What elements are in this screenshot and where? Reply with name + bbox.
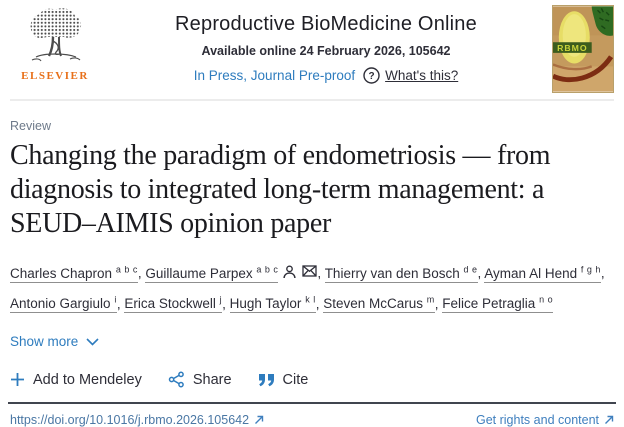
cite-quotes-icon bbox=[258, 373, 274, 386]
author-link[interactable]: Guillaume Parpex a b c bbox=[145, 264, 279, 283]
journal-cover-image[interactable]: RBMO bbox=[552, 5, 614, 93]
whats-this-label: What's this? bbox=[385, 68, 459, 83]
plus-icon bbox=[11, 373, 24, 386]
cite-label: Cite bbox=[282, 371, 309, 388]
inpress-row: In Press, Journal Pre-proof ? What's thi… bbox=[100, 67, 552, 84]
share-icon bbox=[168, 371, 184, 388]
footer-divider bbox=[8, 402, 616, 404]
cover-title: RBMO bbox=[557, 43, 587, 53]
elsevier-tree-icon bbox=[30, 8, 82, 62]
author-link[interactable]: Erica Stockwell j bbox=[124, 294, 223, 313]
availability-text: Available online 24 February 2026, 10564… bbox=[201, 44, 451, 58]
author-list: Charles Chapron a b c, Guillaume Parpex … bbox=[10, 264, 605, 313]
add-to-mendeley-button[interactable]: Add to Mendeley bbox=[10, 372, 142, 388]
article-category: Review bbox=[10, 119, 51, 133]
author-link[interactable]: Steven McCarus m bbox=[323, 294, 435, 313]
share-label: Share bbox=[192, 371, 232, 388]
external-link-icon bbox=[255, 415, 264, 424]
svg-text:?: ? bbox=[369, 71, 375, 82]
author-link[interactable]: Charles Chapron a b c bbox=[10, 264, 138, 283]
cite-button[interactable]: Cite bbox=[258, 371, 309, 388]
rights-label: Get rights and content bbox=[476, 413, 599, 427]
show-more-button[interactable]: Show more bbox=[10, 334, 99, 349]
question-circle-icon: ? bbox=[363, 67, 380, 84]
chevron-down-icon bbox=[86, 337, 99, 346]
elsevier-logo[interactable]: ELSEVIER bbox=[10, 5, 100, 82]
add-to-mendeley-label: Add to Mendeley bbox=[33, 371, 142, 388]
email-icon[interactable] bbox=[302, 264, 318, 277]
doi-link[interactable]: https://doi.org/10.1016/j.rbmo.2026.1056… bbox=[10, 413, 264, 427]
footer-bar: https://doi.org/10.1016/j.rbmo.2026.1056… bbox=[0, 404, 624, 427]
share-button[interactable]: Share bbox=[168, 371, 232, 388]
author-link[interactable]: Thierry van den Bosch d e bbox=[324, 264, 478, 283]
author-link[interactable]: Ayman Al Hend f g h bbox=[484, 264, 601, 283]
author-link[interactable]: Hugh Taylor k l bbox=[229, 294, 316, 313]
inpress-link[interactable]: In Press, Journal Pre-proof bbox=[193, 68, 356, 83]
journal-info: Reproductive BioMedicine Online Availabl… bbox=[100, 5, 552, 84]
corresponding-author-icons bbox=[283, 264, 318, 279]
journal-title-link[interactable]: Reproductive BioMedicine Online bbox=[175, 13, 477, 35]
rights-and-content-link[interactable]: Get rights and content bbox=[476, 413, 614, 427]
action-bar: Add to Mendeley Share Cite bbox=[10, 371, 614, 388]
elsevier-wordmark: ELSEVIER bbox=[21, 70, 89, 82]
article-title: Changing the paradigm of endometriosis —… bbox=[10, 140, 551, 239]
header-divider bbox=[10, 99, 614, 101]
person-icon[interactable] bbox=[283, 265, 297, 279]
external-link-icon bbox=[605, 415, 614, 424]
show-more-label: Show more bbox=[10, 334, 79, 349]
journal-header: ELSEVIER Reproductive BioMedicine Online… bbox=[0, 0, 624, 99]
author-link[interactable]: Antonio Gargiulo i bbox=[10, 294, 117, 313]
doi-text: https://doi.org/10.1016/j.rbmo.2026.1056… bbox=[10, 413, 250, 427]
author-link[interactable]: Felice Petraglia n o bbox=[442, 294, 554, 313]
article-section: Review Changing the paradigm of endometr… bbox=[0, 101, 624, 388]
whats-this-link[interactable]: ? What's this? bbox=[363, 67, 458, 84]
